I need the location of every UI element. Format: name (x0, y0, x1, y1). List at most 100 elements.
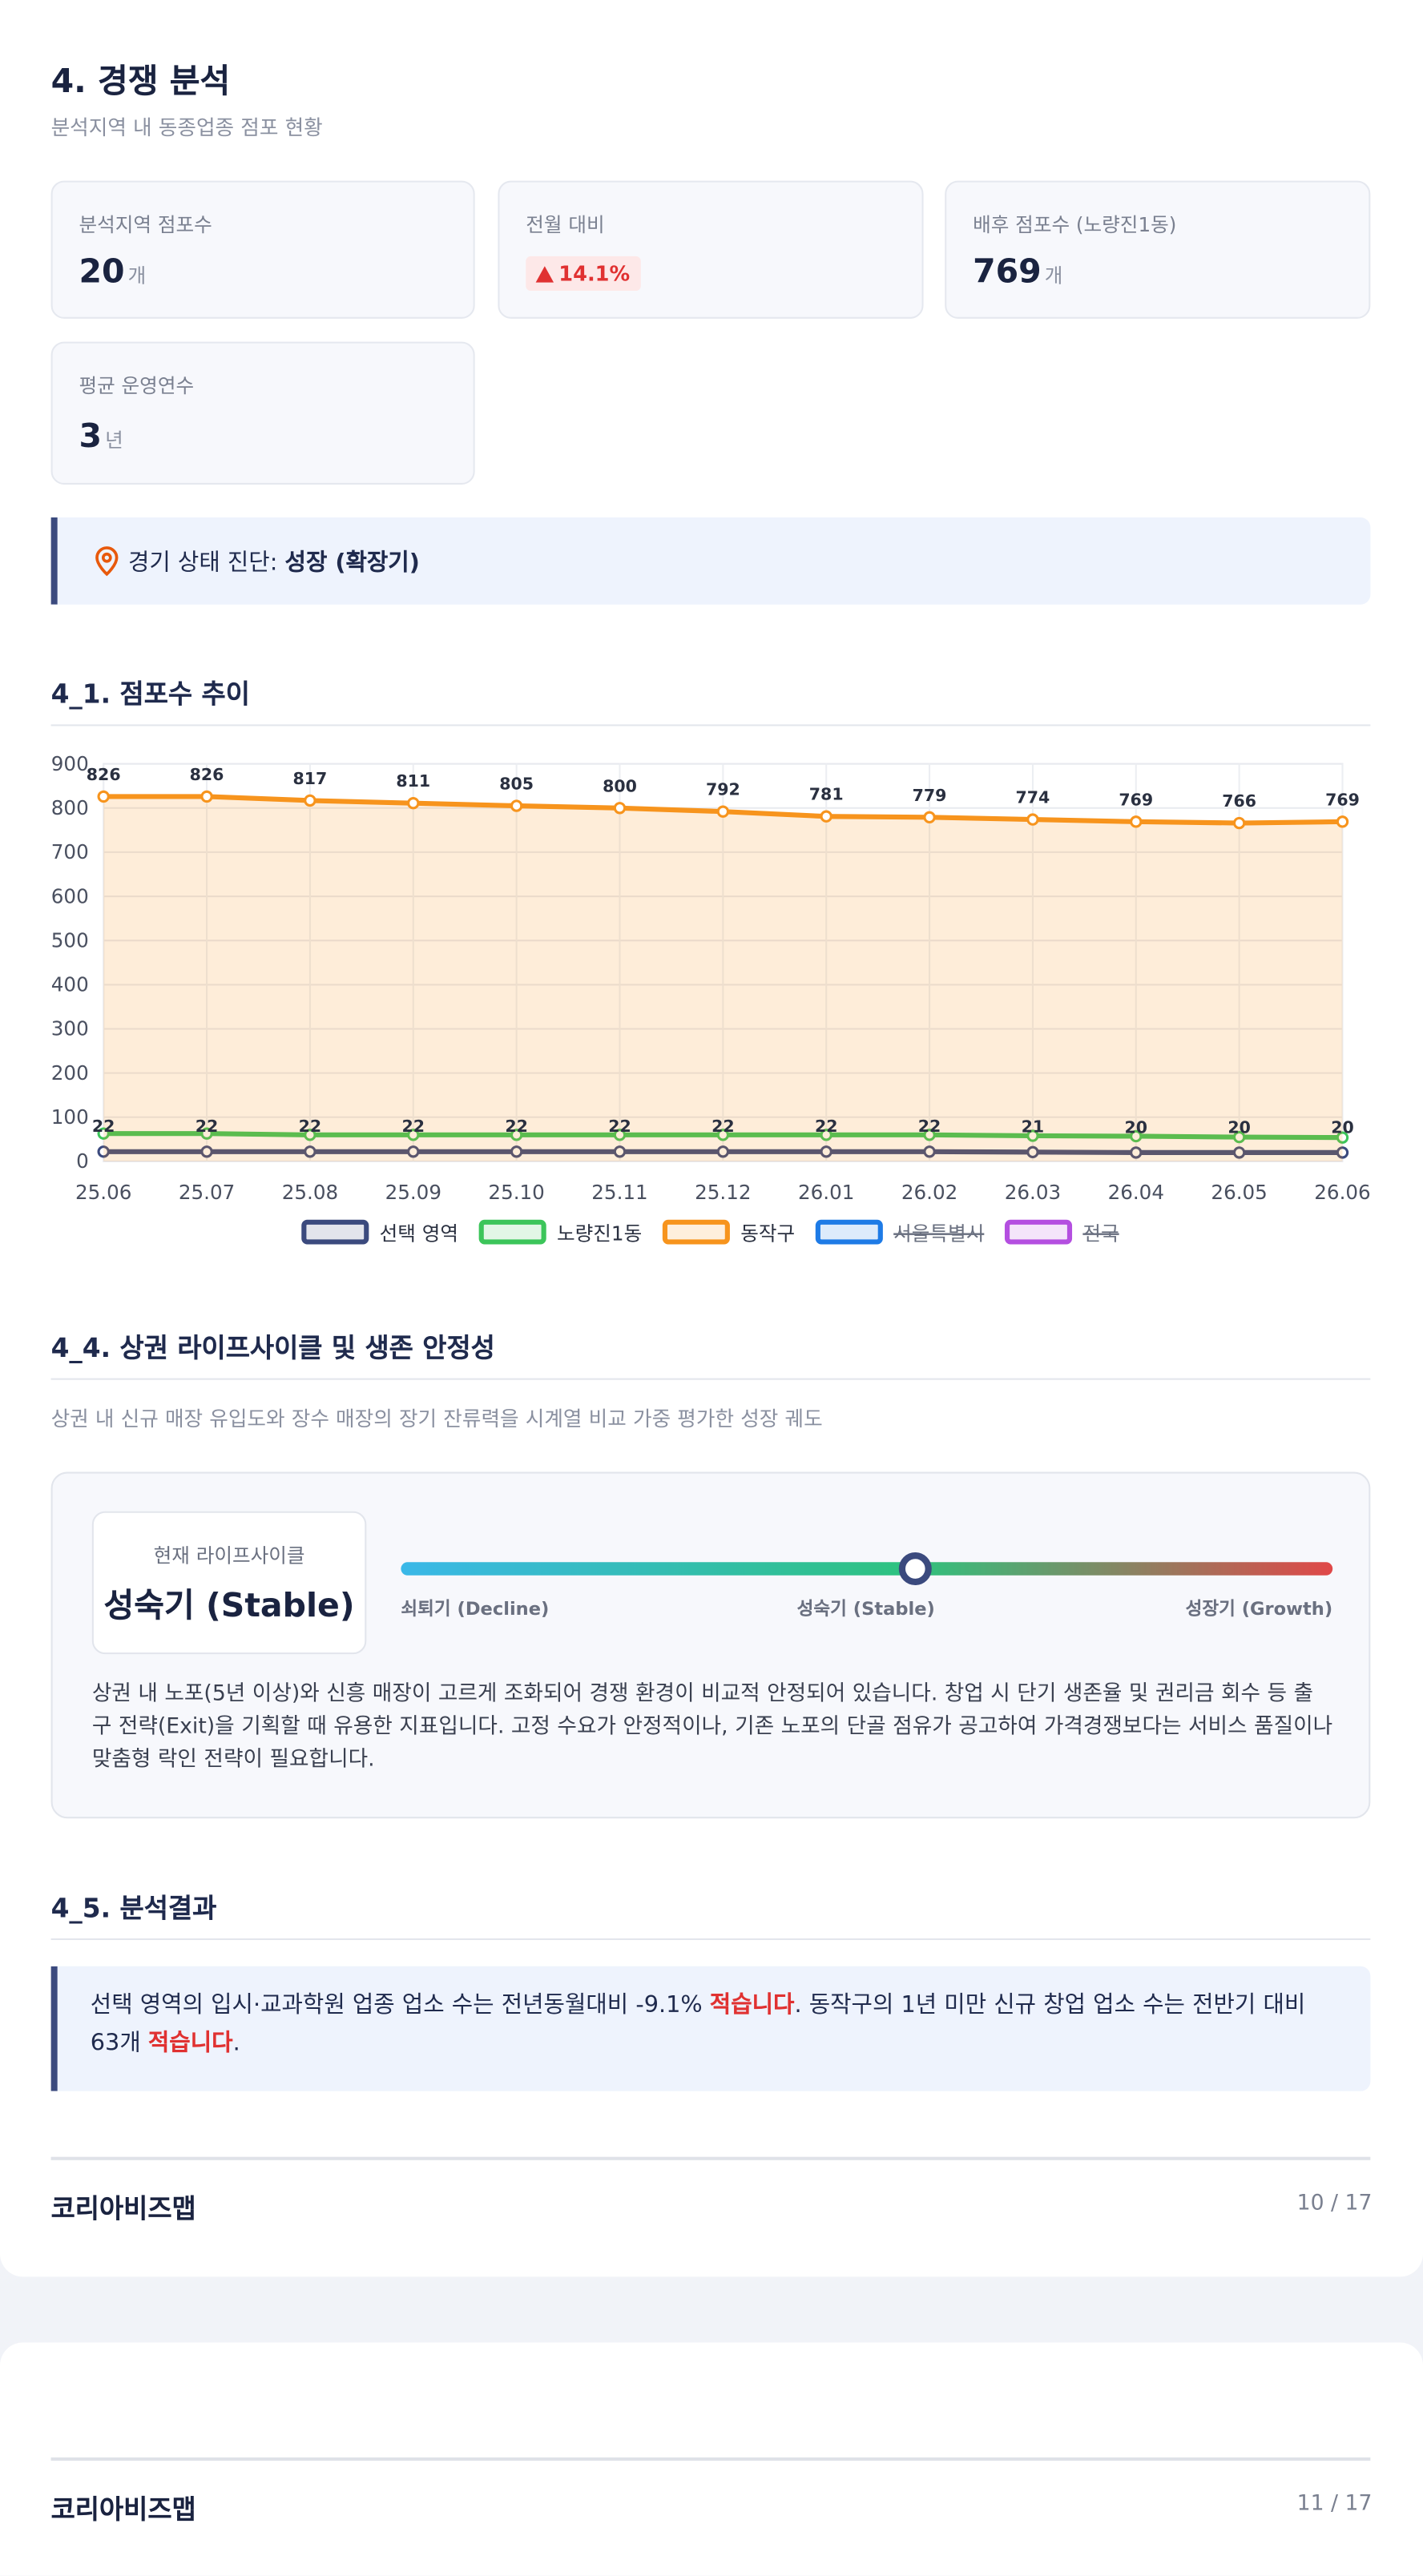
point (1336, 1146, 1349, 1159)
point (510, 1145, 523, 1158)
section-title: 4_1. 점포수 추이 (50, 678, 250, 710)
data-label: 811 (396, 771, 430, 791)
lifecycle-text: 상권 내 노포(5년 이상)와 신흥 매장이 고르게 조화되어 경쟁 환경이 비… (91, 1682, 1333, 1773)
footer-rule (50, 2457, 1371, 2461)
x-tick-label: 25.08 (282, 1181, 338, 1204)
point (304, 1145, 316, 1158)
legend-item: 선택 영역 (301, 1219, 458, 1245)
legend-label: 전국 (1082, 1222, 1119, 1245)
data-label: 800 (603, 776, 637, 795)
result-text: . 동작구의 1년 미만 신규 창업 업소 수는 전반기 대비 63개 (90, 1992, 1306, 2057)
point (510, 799, 523, 812)
stat-label: 평균 운영연수 (79, 374, 195, 398)
stat-label: 배후 점포수 (노량진1동) (973, 213, 1177, 237)
point (613, 802, 627, 815)
legend-item: 노량진1동 (478, 1219, 642, 1245)
diagnosis-box: 경기 상태 진단: 성장 (확장기) (50, 517, 1371, 605)
stat-value: 769 개 (973, 252, 1062, 291)
data-label: 22 (402, 1117, 425, 1136)
stat-value: 20 개 (79, 252, 146, 291)
data-label: 22 (196, 1117, 219, 1136)
legend-swatch (1004, 1219, 1073, 1245)
stat-unit: 개 (1044, 264, 1063, 288)
page-title: 4. 경쟁 분석 (50, 60, 231, 101)
legend: 선택 영역 노량진1동 동작구 서울특별시 전국 (301, 1219, 1119, 1245)
y-tick-label: 400 (51, 973, 89, 996)
chart: 0 100 200 300 400 500 600 700 800 900 25.06 25.07 25… (51, 752, 1371, 1246)
point (510, 1129, 523, 1141)
legend-label: 선택 영역 (380, 1222, 458, 1245)
legend-swatch (662, 1219, 730, 1245)
data-label: 22 (505, 1117, 528, 1136)
point (1026, 1129, 1039, 1142)
footer-rule (50, 2156, 1371, 2160)
stat-number: 769 (973, 251, 1042, 291)
page-subtitle: 분석지역 내 동종업종 점포 현황 (50, 115, 323, 140)
point (923, 1129, 936, 1141)
point (1336, 815, 1349, 828)
data-label: 20 (1331, 1117, 1354, 1137)
divider (50, 1378, 1371, 1380)
legend-label: 노량진1동 (557, 1222, 642, 1245)
data-label: 20 (1227, 1117, 1251, 1137)
data-label: 826 (87, 765, 121, 784)
stat-card: 전월 대비 14.1% (498, 180, 924, 319)
data-label: 769 (1325, 790, 1360, 809)
legend-label: 동작구 (740, 1222, 795, 1245)
x-tick-label: 26.04 (1108, 1181, 1164, 1204)
data-label: 817 (293, 769, 328, 788)
result-highlight: 적습니다 (709, 1992, 795, 2019)
footer-brand: 코리아비즈맵 (50, 2493, 196, 2526)
legend-label: 서울특별시 (893, 1222, 984, 1245)
point (1232, 816, 1246, 830)
up-arrow (535, 266, 554, 283)
divider (50, 724, 1371, 727)
point (200, 1145, 213, 1158)
legend-swatch (815, 1219, 883, 1245)
point (716, 1129, 730, 1141)
diagnosis-text: 경기 상태 진단: 성장 (확장기) (128, 545, 420, 578)
point (820, 1145, 832, 1158)
pin-icon (95, 546, 119, 577)
data-label: 826 (190, 765, 224, 784)
point (613, 1129, 627, 1141)
data-label: 774 (1016, 788, 1050, 807)
page-number: 11 / 17 (1296, 2492, 1373, 2517)
data-label: 779 (913, 786, 947, 805)
scale-label: 성숙기 (Stable) (796, 1598, 935, 1620)
point (97, 1145, 110, 1158)
point (304, 794, 316, 807)
legend-item: 동작구 (662, 1219, 795, 1245)
y-tick-label: 900 (51, 752, 89, 775)
point (304, 1129, 316, 1141)
point (407, 1129, 420, 1141)
stat-label: 분석지역 점포수 (79, 213, 212, 237)
section-description: 상권 내 신규 매장 유입도와 장수 매장의 장기 잔류력을 시계열 비교 가중… (50, 1406, 823, 1431)
data-label: 781 (809, 785, 844, 804)
y-tick-label: 800 (51, 796, 89, 819)
stat-number: 3 (79, 415, 102, 456)
data-label: 22 (918, 1117, 941, 1136)
point (1232, 1146, 1246, 1159)
lifecycle-current: 현재 라이프사이클 성숙기 (Stable) (91, 1511, 367, 1655)
diagnosis-label: 경기 상태 진단: (127, 550, 278, 577)
y-tick-label: 700 (51, 840, 89, 863)
lifecycle-box: 현재 라이프사이클 성숙기 (Stable) 쇠퇴기 (Decline) 성숙기… (50, 1471, 1371, 1819)
point (716, 1145, 730, 1158)
y-tick-label: 100 (51, 1105, 89, 1129)
point (1130, 1129, 1143, 1143)
lifecycle-marker (898, 1552, 932, 1586)
point (97, 1127, 110, 1140)
section-title: 4_4. 상권 라이프사이클 및 생존 안정성 (50, 1332, 495, 1364)
data-label: 769 (1119, 790, 1153, 809)
point (200, 790, 213, 803)
lifecycle-bar (401, 1562, 1333, 1576)
page-number: 10 / 17 (1296, 2191, 1373, 2216)
result-highlight: 적습니다 (147, 2030, 233, 2057)
x-tick-label: 26.01 (798, 1181, 854, 1204)
result-box: 선택 영역의 입시·교과학원 업종 업소 수는 전년동월대비 -9.1% 적습니… (50, 1966, 1371, 2091)
result-text: . (232, 2030, 240, 2057)
x-tick-label: 25.11 (591, 1181, 647, 1204)
